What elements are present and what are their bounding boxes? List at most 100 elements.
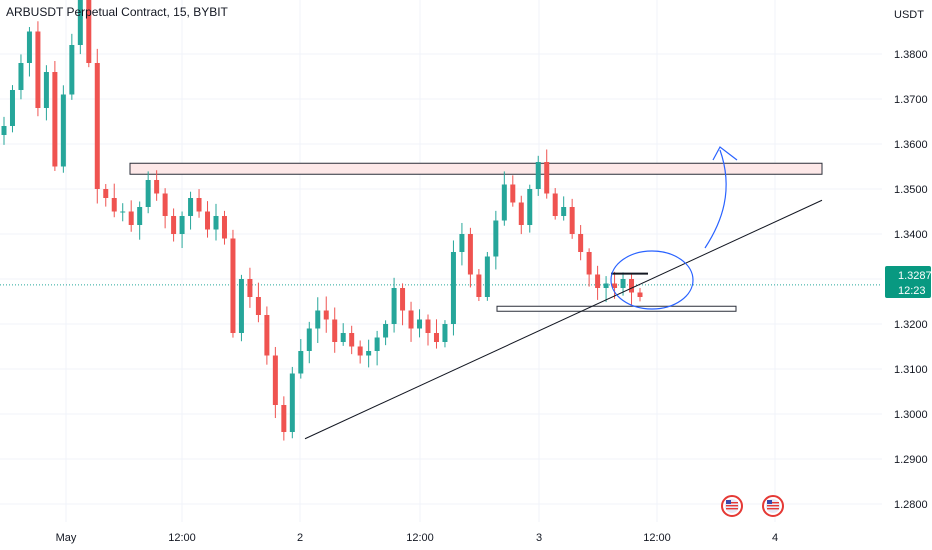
candle-body	[408, 310, 414, 329]
candle-body	[306, 328, 312, 351]
candle-body	[603, 283, 609, 288]
y-tick-label: 1.3100	[894, 364, 928, 376]
uptrend-line	[304, 199, 823, 440]
y-tick-label: 1.3700	[894, 94, 928, 106]
candle-body	[120, 211, 126, 213]
candle-body	[552, 193, 558, 216]
us-flag-event-icon	[721, 495, 743, 517]
candle-body	[162, 193, 168, 216]
candle-body	[400, 288, 406, 311]
candle-body	[442, 324, 448, 342]
candle-body	[527, 189, 533, 225]
candle-body	[467, 234, 473, 275]
candle-body	[595, 274, 601, 288]
x-tick-label: 3	[536, 532, 542, 544]
candle-body	[586, 252, 592, 275]
candle-body	[145, 180, 151, 207]
candle-body	[35, 31, 41, 108]
candle-body	[569, 207, 575, 234]
event-icon-stripe	[767, 508, 779, 510]
candle-body	[272, 355, 278, 405]
price-badge-box	[885, 266, 931, 298]
time-axis-background	[0, 522, 932, 550]
candle-body	[128, 211, 134, 225]
candle-body	[213, 216, 219, 230]
x-tick-label: 12:00	[168, 532, 196, 544]
candle-body	[179, 216, 185, 234]
candle-body	[264, 315, 270, 356]
candle-body	[357, 346, 363, 356]
candle-body	[18, 63, 24, 90]
candle-body	[484, 256, 490, 297]
currency-label: USDT	[894, 9, 924, 21]
zone-layer	[129, 162, 823, 312]
candle-body	[238, 279, 244, 333]
x-tick-label: 12:00	[406, 532, 434, 544]
y-tick-label: 1.3000	[894, 409, 928, 421]
candle-body	[289, 373, 295, 432]
candle-body	[9, 90, 15, 126]
event-icon-stripe	[726, 508, 738, 510]
event-icon-stripe	[726, 502, 738, 504]
candle-body	[281, 405, 287, 432]
candle-body	[188, 198, 194, 216]
x-tick-label: May	[56, 532, 77, 544]
candle-body	[255, 297, 261, 315]
candle-body	[374, 337, 380, 351]
candle-body	[518, 202, 524, 225]
y-tick-label: 1.2900	[894, 454, 928, 466]
candle-body	[332, 319, 338, 342]
candle-body	[493, 220, 499, 257]
candle-body	[77, 0, 83, 45]
event-icons	[721, 495, 784, 517]
candle-body	[366, 351, 372, 356]
candle-body	[383, 324, 389, 338]
candle-body	[154, 180, 160, 194]
candle-body	[1, 126, 7, 135]
candle-body	[544, 162, 550, 194]
candle-body	[323, 310, 329, 320]
candle-body	[629, 279, 635, 293]
x-tick-label: 12:00	[643, 532, 671, 544]
us-flag-event-icon	[762, 495, 784, 517]
candle-body	[349, 333, 355, 347]
y-tick-label: 1.3500	[894, 184, 928, 196]
candle-body	[111, 198, 117, 212]
symbol-title: ARBUSDT Perpetual Contract, 15, BYBIT	[6, 5, 229, 19]
projection-arrow-head	[712, 146, 738, 161]
candle-body	[171, 216, 177, 234]
candle-body	[450, 252, 456, 324]
candle-body	[221, 216, 227, 239]
candle-body	[459, 234, 465, 252]
candle-body	[535, 162, 541, 189]
projection-arrow-path	[704, 149, 727, 249]
price-badge-countdown: 12:23	[898, 285, 926, 297]
candle-body	[476, 274, 482, 297]
candle-body	[612, 283, 618, 288]
candle-body	[637, 292, 643, 297]
candle-body	[620, 279, 626, 288]
support-zone	[496, 305, 737, 312]
candle-body	[578, 234, 584, 252]
candle-body	[417, 319, 423, 329]
candle-body	[94, 63, 100, 189]
candle-body	[60, 94, 66, 167]
y-tick-label: 1.3800	[894, 49, 928, 61]
y-tick-label: 1.3400	[894, 229, 928, 241]
annotation-layer	[304, 146, 823, 440]
candle-body	[26, 31, 32, 63]
event-icon-stripe	[767, 502, 779, 504]
candle-body	[340, 333, 346, 342]
event-icon-canton	[726, 500, 731, 504]
event-icon-canton	[767, 500, 772, 504]
grid-layer	[0, 0, 882, 522]
candle-body	[137, 207, 143, 225]
candle-body	[196, 198, 202, 212]
candle-body	[298, 351, 304, 374]
event-icon-stripe	[726, 505, 738, 507]
resistance-zone	[129, 162, 823, 175]
x-tick-label: 4	[772, 532, 778, 544]
